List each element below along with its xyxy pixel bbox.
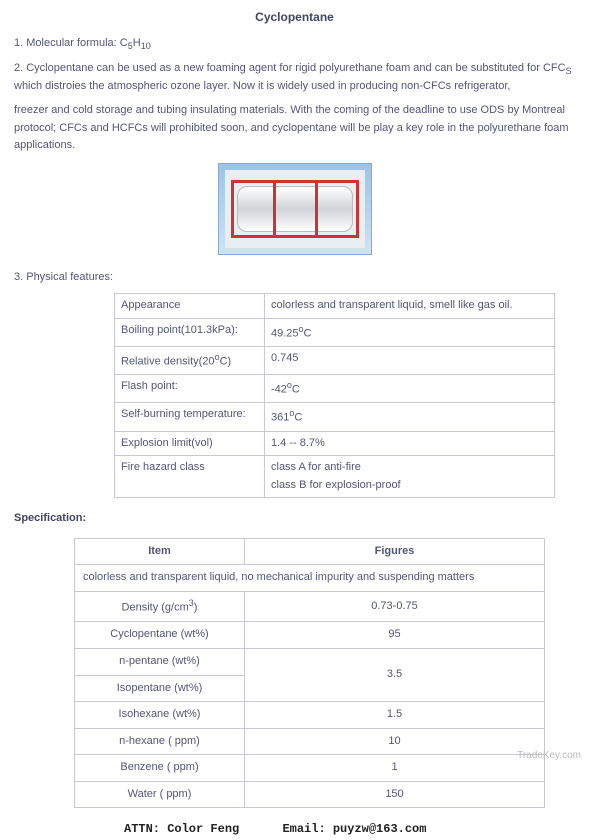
- formula-mid: H: [133, 37, 141, 49]
- phys-key: Appearance: [115, 293, 265, 318]
- table-row: Water ( ppm) 150: [75, 781, 545, 808]
- spec-full-desc: colorless and transparent liquid, no mec…: [75, 565, 545, 592]
- table-row: Fire hazard class class A for anti-fire …: [115, 456, 555, 498]
- tank-illustration: [225, 170, 365, 248]
- val-unit: C: [292, 384, 300, 396]
- table-row: colorless and transparent liquid, no mec…: [75, 565, 545, 592]
- spec-header-item: Item: [75, 538, 245, 565]
- spec-val: 1: [245, 755, 545, 782]
- table-row: Benzene ( ppm) 1: [75, 755, 545, 782]
- specification-label: Specification:: [14, 510, 575, 528]
- spec-val: 10: [245, 728, 545, 755]
- table-row: Cyclopentane (wt%) 95: [75, 622, 545, 649]
- spec-val: 3.5: [245, 648, 545, 701]
- table-row: Flash point: -42oC: [115, 375, 555, 403]
- description-para-2: freezer and cold storage and tubing insu…: [14, 102, 575, 155]
- spec-key: Benzene ( ppm): [75, 755, 245, 782]
- physical-features-label: 3. Physical features:: [14, 269, 575, 287]
- table-row: Isohexane (wt%) 1.5: [75, 702, 545, 729]
- phys-val: -42oC: [265, 375, 555, 403]
- spec-key: n-pentane (wt%): [75, 648, 245, 675]
- phys-val: 0.745: [265, 346, 555, 374]
- watermark: TradeKey.com: [517, 748, 581, 764]
- contact-attn: ATTN: Color Feng: [124, 822, 239, 836]
- val-unit: C: [294, 412, 302, 424]
- table-row: Explosion limit(vol) 1.4 -- 8.7%: [115, 431, 555, 456]
- spec-key: n-hexane ( ppm): [75, 728, 245, 755]
- table-row: n-hexane ( ppm) 10: [75, 728, 545, 755]
- table-header-row: Item Figures: [75, 538, 545, 565]
- desc-2a: 2. Cyclopentane can be used as a new foa…: [14, 62, 566, 74]
- formula-prefix: 1. Molecular formula: C: [14, 37, 128, 49]
- val-num: 49.25: [271, 327, 299, 339]
- table-row: Appearance colorless and transparent liq…: [115, 293, 555, 318]
- phys-key: Explosion limit(vol): [115, 431, 265, 456]
- val-unit: C: [304, 327, 312, 339]
- spec-key: Density (g/cm3): [75, 592, 245, 622]
- phys-val: 1.4 -- 8.7%: [265, 431, 555, 456]
- phys-key: Flash point:: [115, 375, 265, 403]
- key-a: Relative density(20: [121, 355, 215, 367]
- spec-key: Isopentane (wt%): [75, 675, 245, 702]
- table-row: Relative density(20oC) 0.745: [115, 346, 555, 374]
- spec-val: 95: [245, 622, 545, 649]
- phys-val: colorless and transparent liquid, smell …: [265, 293, 555, 318]
- spec-key: Water ( ppm): [75, 781, 245, 808]
- page-title: Cyclopentane: [14, 8, 575, 27]
- table-row: Boiling point(101.3kPa): 49.25oC: [115, 318, 555, 346]
- desc-2b: which distroies the atmospheric ozone la…: [14, 80, 510, 92]
- key-b: C): [220, 355, 232, 367]
- spec-key: Cyclopentane (wt%): [75, 622, 245, 649]
- fire-class-a: class A for anti-fire: [271, 459, 548, 477]
- spec-val: 1.5: [245, 702, 545, 729]
- table-row: Self-burning temperature: 361oC: [115, 403, 555, 431]
- table-row: Density (g/cm3) 0.73-0.75: [75, 592, 545, 622]
- product-image: [14, 163, 575, 262]
- key-a: Density (g/cm: [122, 602, 189, 614]
- phys-key: Fire hazard class: [115, 456, 265, 498]
- phys-key: Self-burning temperature:: [115, 403, 265, 431]
- contact-line: ATTN: Color Feng Email: puyzw@163.com: [124, 820, 575, 839]
- phys-val: class A for anti-fire class B for explos…: [265, 456, 555, 498]
- val-num: -42: [271, 384, 287, 396]
- spec-header-figures: Figures: [245, 538, 545, 565]
- formula-sub2: 10: [141, 41, 151, 51]
- spec-val: 150: [245, 781, 545, 808]
- contact-email: Email: puyzw@163.com: [282, 822, 426, 836]
- phys-key: Boiling point(101.3kPa):: [115, 318, 265, 346]
- tank-image-frame: [218, 163, 372, 255]
- val-num: 361: [271, 412, 289, 424]
- phys-key: Relative density(20oC): [115, 346, 265, 374]
- physical-features-table: Appearance colorless and transparent liq…: [114, 293, 555, 498]
- molecular-formula-line: 1. Molecular formula: C5H10: [14, 35, 575, 54]
- desc-2sub: S: [566, 66, 572, 76]
- spec-key: Isohexane (wt%): [75, 702, 245, 729]
- key-b: ): [194, 602, 198, 614]
- phys-val: 361oC: [265, 403, 555, 431]
- spec-val: 0.73-0.75: [245, 592, 545, 622]
- table-row: n-pentane (wt%) 3.5: [75, 648, 545, 675]
- description-para-1: 2. Cyclopentane can be used as a new foa…: [14, 60, 575, 96]
- phys-val: 49.25oC: [265, 318, 555, 346]
- fire-class-b: class B for explosion-proof: [271, 477, 548, 495]
